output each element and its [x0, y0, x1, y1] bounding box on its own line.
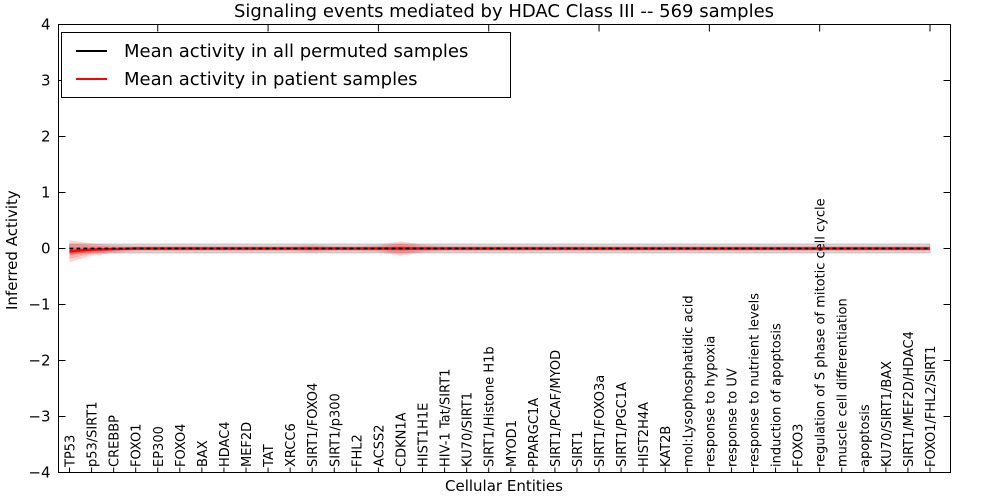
x-tick-label: p53/SIRT1 — [86, 401, 101, 467]
x-tick-label: KU70/SIRT1/BAX — [880, 361, 895, 467]
x-tick-label: HIST1H1E — [417, 403, 432, 467]
y-tick-label: −2 — [28, 352, 50, 370]
x-tick-label: FOXO1/FHL2/SIRT1 — [924, 346, 939, 467]
x-tick-label: response to UV — [725, 368, 740, 467]
legend-entry-patient: Mean activity in patient samples — [62, 65, 510, 93]
x-tick-label: MEF2D — [240, 422, 255, 467]
y-tick-label: 2 — [41, 128, 51, 146]
y-tick-label: −4 — [28, 464, 50, 482]
y-tick-label: 3 — [41, 72, 51, 90]
x-tick-label: SIRT1/MEF2D/HDAC4 — [902, 331, 917, 467]
legend-label-patient: Mean activity in patient samples — [124, 68, 418, 90]
x-axis-label: Cellular Entities — [445, 477, 563, 495]
x-tick-label: response to hypoxia — [703, 336, 718, 467]
x-tick-label: CDKN1A — [394, 412, 409, 467]
x-tick-label: CREBBP — [108, 415, 123, 467]
x-tick-label: SIRT1/PCAF/MYOD — [549, 350, 564, 467]
x-tick-label: HIST2H4A — [637, 402, 652, 467]
legend: Mean activity in all permuted samples Me… — [61, 32, 511, 98]
x-tick-label: ACSS2 — [372, 424, 387, 467]
x-tick-label: TAT — [262, 444, 277, 468]
x-tick-label: XRCC6 — [284, 423, 299, 467]
x-tick-label: mol:Lysophosphatidic acid — [681, 295, 696, 467]
x-tick-label: apoptosis — [858, 404, 873, 467]
x-tick-label: induction of apoptosis — [770, 323, 785, 467]
x-tick-label: MYOD1 — [505, 420, 520, 467]
y-tick-label: −3 — [28, 408, 50, 426]
x-tick-label: SIRT1/p300 — [328, 393, 343, 467]
patient-std-band — [69, 240, 930, 263]
x-tick-label: muscle cell differentiation — [836, 298, 851, 467]
x-tick-label: SIRT1 — [571, 431, 586, 467]
x-tick-label: SIRT1/Histone H1b — [483, 346, 498, 467]
x-tick-label: BAX — [196, 440, 211, 467]
chart-title: Signaling events mediated by HDAC Class … — [233, 1, 775, 22]
y-tick-label: −1 — [28, 296, 50, 314]
x-tick-label: PPARGC1A — [527, 398, 542, 467]
x-tick-label: response to nutrient levels — [747, 293, 762, 467]
x-tick-label: KAT2B — [659, 426, 674, 467]
x-tick-label: HIV-1 Tat/SIRT1 — [439, 369, 454, 467]
x-tick-label: SIRT1/FOXO3a — [593, 375, 608, 467]
x-tick-label: regulation of S phase of mitotic cell cy… — [814, 198, 829, 467]
x-tick-label: FOXO3 — [792, 424, 807, 467]
y-tick-label: 0 — [41, 240, 51, 258]
legend-line-patient-icon — [76, 78, 107, 80]
x-tick-label: KU70/SIRT1 — [461, 392, 476, 467]
legend-entry-permuted: Mean activity in all permuted samples — [62, 37, 510, 65]
legend-label-permuted: Mean activity in all permuted samples — [124, 40, 469, 62]
x-tick-label: EP300 — [152, 426, 167, 467]
x-tick-label: FOXO4 — [174, 424, 189, 467]
x-tick-label: SIRT1/PGC1A — [615, 382, 630, 467]
x-tick-label: TP53 — [64, 435, 79, 468]
y-tick-label: 4 — [41, 16, 51, 34]
y-tick-label: 1 — [41, 184, 51, 202]
x-tick-label: FOXO1 — [130, 424, 145, 467]
y-axis-label: Inferred Activity — [3, 190, 21, 310]
x-tick-label: SIRT1/FOXO4 — [306, 383, 321, 467]
x-tick-label: FHL2 — [350, 434, 365, 467]
x-tick-label: HDAC4 — [218, 421, 233, 467]
legend-line-permuted-icon — [76, 50, 107, 52]
